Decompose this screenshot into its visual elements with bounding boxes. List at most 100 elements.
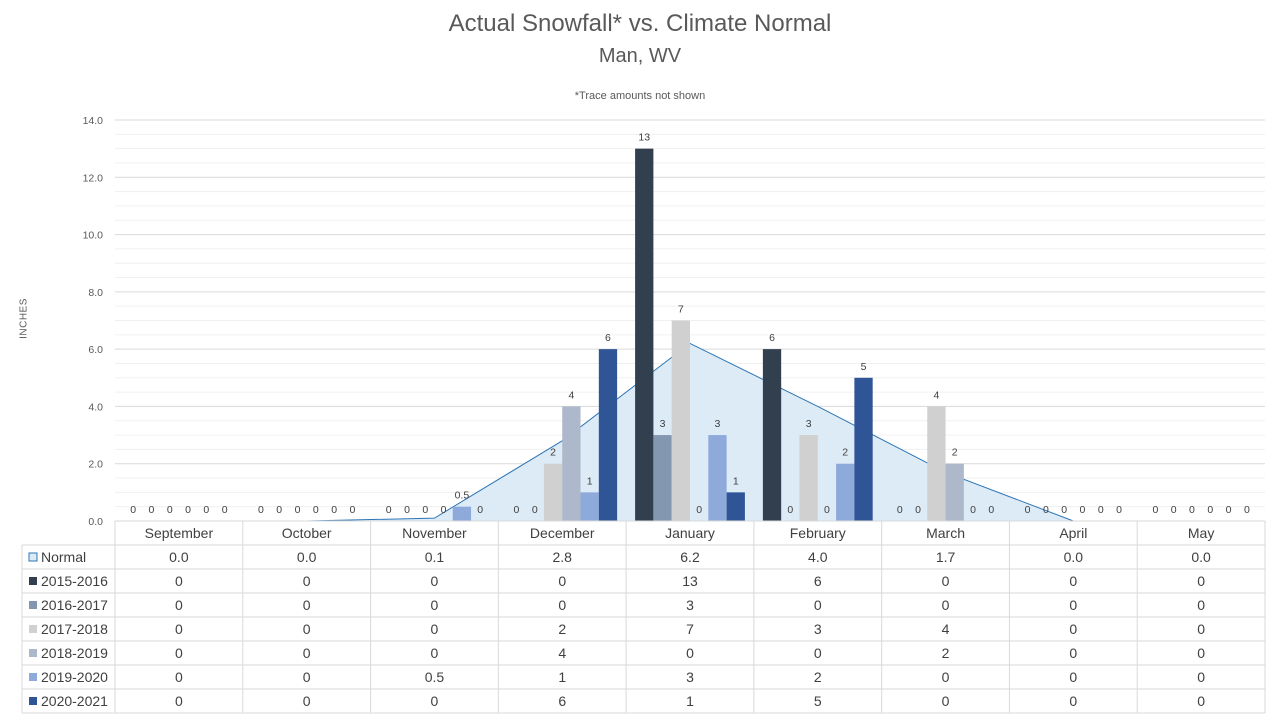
legend-swatch — [29, 577, 37, 585]
bar-data-label: 0 — [313, 504, 319, 516]
legend-swatch — [29, 649, 37, 657]
table-cell: 0 — [175, 669, 183, 685]
bar-data-label: 0 — [258, 504, 264, 516]
bar-data-label: 0 — [1207, 504, 1213, 516]
chart-subtitle: Man, WV — [598, 45, 682, 67]
table-cell: 0 — [431, 621, 439, 637]
y-tick-label: 10.0 — [83, 230, 104, 242]
table-cell: 0 — [1069, 573, 1077, 589]
bar-data-label: 0 — [1061, 504, 1067, 516]
table-cell: 4 — [942, 621, 950, 637]
table-cell: 2 — [942, 645, 950, 661]
legend-label: 2015-2016 — [41, 573, 108, 589]
table-cell: 1 — [558, 669, 566, 685]
bar-data-label: 6 — [605, 332, 611, 344]
table-cell: 0 — [175, 621, 183, 637]
x-tick-label: December — [530, 525, 595, 541]
table-cell: 0 — [175, 597, 183, 613]
bar-data-label: 0 — [130, 504, 136, 516]
bar-data-label: 0 — [441, 504, 447, 516]
table-cell: 0 — [1197, 573, 1205, 589]
bar-data-label: 0.5 — [455, 490, 470, 502]
bar — [927, 406, 946, 521]
bar-data-label: 4 — [933, 389, 939, 401]
bar-data-label: 0 — [295, 504, 301, 516]
bar-data-label: 0 — [422, 504, 428, 516]
x-tick-label: February — [790, 525, 846, 541]
table-cell: 2.8 — [552, 549, 572, 565]
bar-data-label: 0 — [915, 504, 921, 516]
table-cell: 0 — [1069, 669, 1077, 685]
table-cell: 0 — [1197, 669, 1205, 685]
bar-data-label: 0 — [477, 504, 483, 516]
bar-data-label: 0 — [1226, 504, 1232, 516]
legend-label: 2020-2021 — [41, 693, 108, 709]
bar — [799, 435, 818, 521]
x-tick-label: April — [1059, 525, 1087, 541]
table-cell: 6 — [558, 693, 566, 709]
table-cell: 0 — [1197, 621, 1205, 637]
bar-data-label: 3 — [660, 418, 666, 430]
bar-data-label: 0 — [1171, 504, 1177, 516]
bar-data-label: 0 — [970, 504, 976, 516]
bar-data-label: 0 — [149, 504, 155, 516]
bar-data-label: 0 — [988, 504, 994, 516]
table-cell: 3 — [686, 597, 694, 613]
bar-data-label: 13 — [638, 132, 650, 144]
table-cell: 7 — [686, 621, 694, 637]
table-cell: 0 — [303, 573, 311, 589]
legend-swatch — [28, 552, 38, 562]
y-tick-label: 8.0 — [88, 287, 103, 299]
table-cell: 0 — [175, 693, 183, 709]
table-cell: 0 — [1197, 597, 1205, 613]
bar-data-label: 0 — [185, 504, 191, 516]
table-cell: 0 — [1069, 597, 1077, 613]
bar — [580, 492, 599, 521]
x-tick-label: May — [1188, 525, 1214, 541]
table-cell: 1.7 — [936, 549, 956, 565]
table-cell: 0 — [942, 573, 950, 589]
table-cell: 0 — [431, 645, 439, 661]
table-cell: 0 — [175, 573, 183, 589]
table-cell: 0 — [942, 669, 950, 685]
bar-data-label: 0 — [404, 504, 410, 516]
legend-label: 2018-2019 — [41, 645, 108, 661]
legend-swatch — [29, 697, 37, 705]
table-cell: 5 — [814, 693, 822, 709]
chart-note: *Trace amounts not shown — [574, 90, 706, 102]
bar — [726, 492, 745, 521]
bar-data-label: 0 — [276, 504, 282, 516]
table-cell: 0 — [303, 693, 311, 709]
legend-swatch — [29, 625, 37, 633]
table-cell: 3 — [686, 669, 694, 685]
table-cell: 0 — [303, 669, 311, 685]
table-cell: 0 — [942, 597, 950, 613]
bar-data-label: 0 — [1025, 504, 1031, 516]
table-cell: 0.5 — [425, 669, 445, 685]
bar-data-label: 0 — [167, 504, 173, 516]
bar — [452, 506, 472, 521]
table-cell: 3 — [814, 621, 822, 637]
table-cell: 0 — [431, 573, 439, 589]
table-cell: 0 — [686, 645, 694, 661]
table-cell: 0.0 — [1191, 549, 1211, 565]
bar-data-label: 5 — [861, 361, 867, 373]
table-cell: 1 — [686, 693, 694, 709]
table-cell: 0 — [558, 573, 566, 589]
bar — [635, 148, 654, 521]
bar-data-label: 0 — [514, 504, 520, 516]
bar-data-label: 4 — [568, 389, 574, 401]
bar — [762, 349, 782, 521]
table-cell: 4 — [558, 645, 566, 661]
bar-data-label: 0 — [1080, 504, 1086, 516]
table-cell: 0 — [303, 645, 311, 661]
table-cell: 0 — [558, 597, 566, 613]
bar-data-label: 0 — [1244, 504, 1250, 516]
table-cell: 0 — [1069, 621, 1077, 637]
table-cell: 0 — [1197, 645, 1205, 661]
y-tick-label: 6.0 — [88, 344, 103, 356]
bar-data-label: 0 — [203, 504, 209, 516]
bar — [562, 406, 581, 521]
table-cell: 0.0 — [169, 549, 189, 565]
